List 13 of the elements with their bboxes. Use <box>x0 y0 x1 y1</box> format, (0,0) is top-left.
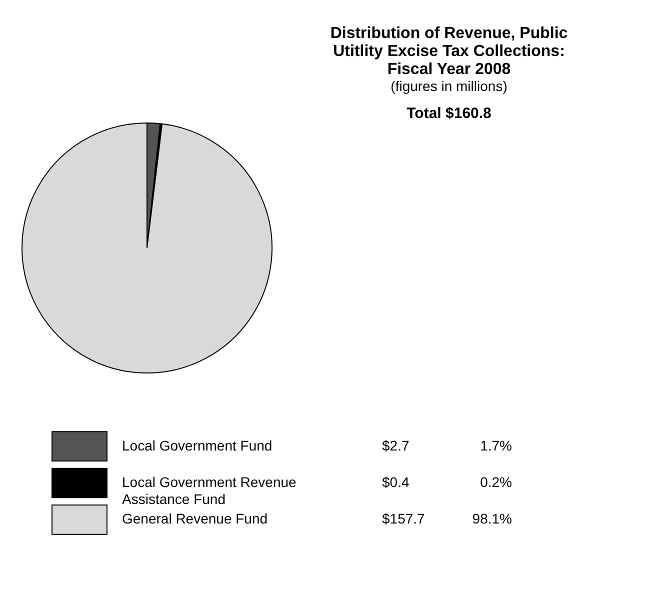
legend-label: Local Government Revenue Assistance Fund <box>122 474 297 507</box>
pie-slice <box>22 122 272 374</box>
data-label: $0.4 <box>382 474 410 490</box>
chart-subtitle: (figures in millions) <box>390 78 508 94</box>
text: 0.2% <box>480 474 512 490</box>
chart-title: Distribution of Revenue, Public Utitlity Excise Tax Collections: Fiscal Year 2008 <box>330 25 568 78</box>
text: 1.7% <box>480 437 512 454</box>
text: 98.1% <box>472 510 512 527</box>
legend-label: Local Government Fund <box>122 437 272 454</box>
data-label: $2.7 <box>382 437 410 454</box>
text: Total $160.8 <box>406 105 492 122</box>
legend-label: General Revenue Fund <box>122 510 268 527</box>
data-label: $157.7 <box>382 510 426 527</box>
